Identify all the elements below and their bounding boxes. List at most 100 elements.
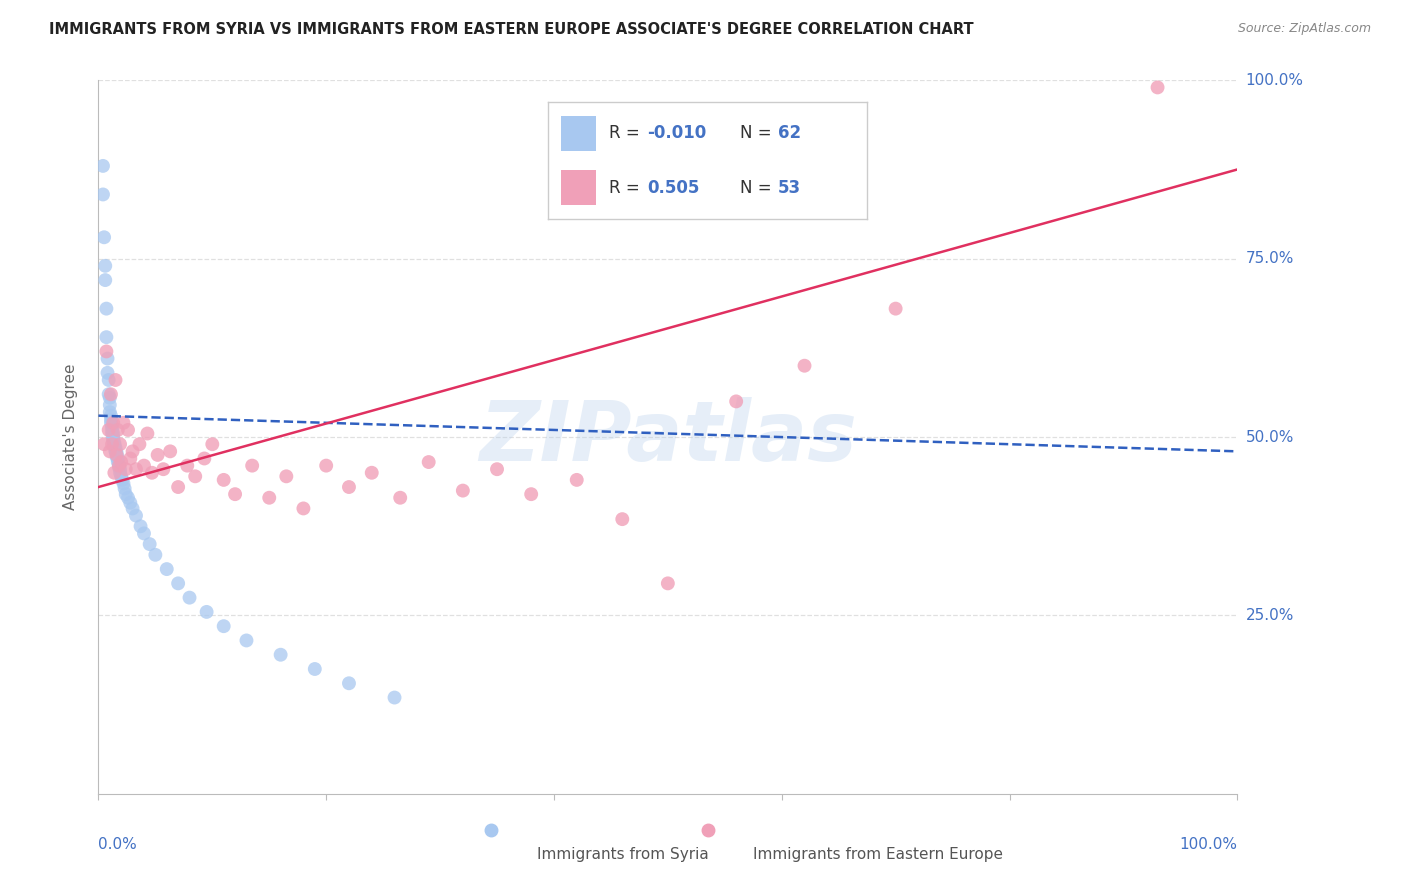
Text: 25.0%: 25.0% (1246, 608, 1294, 623)
Point (725, 394, 748, 409)
Point (98, 444, 121, 458)
Point (104, 441, 127, 455)
Point (120, 496, 142, 510)
Point (167, 480, 190, 494)
Point (114, 487, 136, 501)
Text: 50.0%: 50.0% (1246, 430, 1294, 444)
Point (93, 437, 115, 451)
Point (105, 448, 128, 462)
Point (104, 442, 127, 457)
Point (103, 434, 125, 448)
Point (276, 469, 298, 483)
Point (101, 437, 124, 451)
Point (96, 301, 118, 316)
Point (97, 387, 120, 401)
Point (184, 469, 207, 483)
Point (108, 457, 131, 471)
Point (107, 423, 129, 437)
Point (235, 633, 257, 648)
Point (96, 330, 118, 344)
Point (94, 273, 117, 287)
Point (565, 473, 588, 487)
Point (212, 619, 235, 633)
Point (132, 458, 155, 473)
Point (105, 448, 128, 462)
Point (110, 469, 132, 483)
Point (98, 391, 121, 405)
Point (159, 444, 181, 458)
Point (167, 576, 190, 591)
Point (176, 458, 198, 473)
Point (520, 487, 543, 501)
Point (105, 450, 128, 464)
Point (315, 458, 337, 473)
Point (108, 458, 131, 473)
Text: Immigrants from Syria: Immigrants from Syria (537, 847, 709, 863)
Point (657, 576, 679, 591)
Point (103, 439, 125, 453)
Point (612, 512, 634, 526)
Text: Immigrants from Eastern Europe: Immigrants from Eastern Europe (754, 847, 1004, 863)
Point (97, 373, 120, 387)
Point (121, 444, 143, 458)
Point (98, 398, 121, 412)
Point (304, 662, 326, 676)
Point (96, 344, 118, 359)
Point (100, 409, 122, 423)
Point (128, 437, 150, 451)
Point (337, 480, 360, 494)
Point (451, 483, 474, 498)
Point (195, 605, 218, 619)
Point (418, 455, 440, 469)
Point (179, 591, 201, 605)
Point (117, 491, 139, 505)
Point (104, 373, 127, 387)
Point (101, 423, 124, 437)
Point (1146, 80, 1168, 95)
Point (141, 466, 163, 480)
Point (100, 412, 122, 426)
Point (93, 230, 115, 244)
Text: 100.0%: 100.0% (1246, 73, 1303, 87)
Point (152, 462, 174, 476)
Point (120, 451, 142, 466)
Point (105, 446, 128, 460)
Point (111, 473, 134, 487)
Point (486, 462, 509, 476)
Point (110, 455, 132, 469)
Point (193, 451, 215, 466)
Point (103, 426, 125, 441)
Point (96, 351, 118, 366)
Point (100, 416, 122, 430)
Point (136, 426, 159, 441)
Point (884, 301, 907, 316)
Point (138, 537, 160, 551)
Point (108, 437, 131, 451)
Point (114, 462, 136, 476)
Point (114, 482, 136, 496)
Point (101, 419, 124, 434)
Point (125, 508, 148, 523)
Point (112, 416, 135, 430)
Point (108, 460, 131, 475)
Text: 100.0%: 100.0% (1180, 837, 1237, 852)
Text: 75.0%: 75.0% (1246, 252, 1294, 266)
Point (129, 519, 152, 533)
Point (103, 430, 125, 444)
Point (104, 444, 127, 458)
Text: ZIPatlas: ZIPatlas (479, 397, 856, 477)
Point (360, 466, 382, 480)
Point (117, 423, 139, 437)
Text: Source: ZipAtlas.com: Source: ZipAtlas.com (1237, 22, 1371, 36)
Point (96, 366, 118, 380)
Point (103, 416, 125, 430)
Point (121, 501, 143, 516)
Y-axis label: Associate's Degree: Associate's Degree (63, 364, 77, 510)
Point (98, 405, 121, 419)
Point (103, 437, 125, 451)
Point (107, 451, 129, 466)
Point (100, 387, 122, 401)
Point (240, 458, 263, 473)
Point (107, 455, 129, 469)
Point (201, 437, 224, 451)
